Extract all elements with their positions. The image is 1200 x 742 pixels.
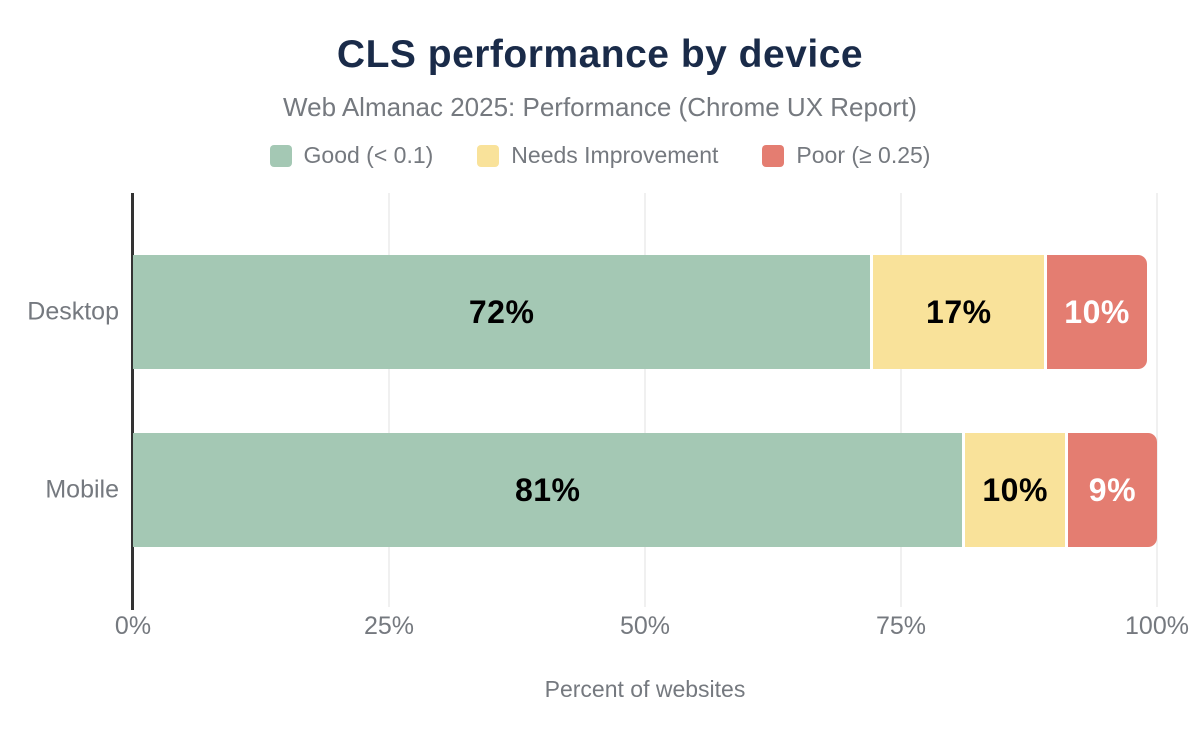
segment-value-label: 17% (926, 293, 992, 330)
plot-area: Desktop 72% 17% 10% Mobile 81% 10% 9% (27, 193, 1158, 610)
gridline (1156, 193, 1158, 607)
x-tick-label: 75% (875, 612, 927, 640)
bar-segment[interactable]: 81% (133, 433, 963, 547)
chart-subtitle: Web Almanac 2025: Performance (Chrome UX… (283, 92, 917, 122)
legend: Good (< 0.1) Needs Improvement Poor (≥ 0.2… (0, 142, 1200, 169)
x-tick-label: 100% (1125, 612, 1189, 640)
gridline (900, 193, 902, 607)
bar-segment[interactable]: 17% (870, 255, 1045, 369)
segment-value-label: 81% (514, 471, 581, 508)
y-axis-line (131, 193, 134, 610)
x-tick-label: 50% (619, 612, 671, 640)
bar-segment[interactable]: 10% (1044, 255, 1147, 369)
bar-rows: Desktop 72% 17% 10% Mobile 81% 10% 9% (27, 193, 1157, 597)
legend-item-1[interactable]: Needs Improvement (477, 142, 718, 169)
segment-value-label: 10% (982, 471, 1048, 508)
segment-value-label: 72% (468, 293, 535, 330)
gridline (388, 193, 390, 607)
bar-row-desktop: Desktop 72% 17% 10% (27, 255, 1157, 369)
x-axis-label: Percent of websites (544, 676, 746, 702)
legend-swatch-icon (269, 144, 292, 167)
legend-item-2[interactable]: Poor (≥ 0.25) (762, 142, 930, 169)
x-tick-label: 0% (114, 612, 152, 640)
legend-label: Poor (≥ 0.25) (796, 142, 931, 168)
legend-label: Needs Improvement (511, 142, 719, 168)
bar-segment[interactable]: 72% (133, 255, 871, 369)
gridline (644, 193, 646, 607)
bar-segment[interactable]: 10% (962, 433, 1065, 547)
bar-segment[interactable]: 9% (1064, 433, 1157, 547)
legend-label: Good (< 0.1) (303, 142, 434, 168)
category-label-mobile: Mobile (45, 475, 119, 504)
category-label-desktop: Desktop (27, 297, 119, 326)
segment-value-label: 10% (1064, 293, 1130, 330)
segment-value-label: 9% (1088, 471, 1137, 508)
x-tick-label: 25% (363, 612, 415, 640)
legend-swatch-icon (762, 144, 785, 167)
stacked-bar-mobile: 81% 10% 9% (133, 433, 1157, 547)
x-axis-ticks: 0% 25% 50% 75% 100% (115, 612, 1189, 642)
chart-title: CLS performance by device (336, 33, 864, 76)
legend-swatch-icon (477, 144, 500, 167)
stacked-bar-desktop: 72% 17% 10% (133, 255, 1157, 369)
legend-item-0[interactable]: Good (< 0.1) (269, 142, 434, 169)
bar-row-mobile: Mobile 81% 10% 9% (45, 433, 1157, 547)
